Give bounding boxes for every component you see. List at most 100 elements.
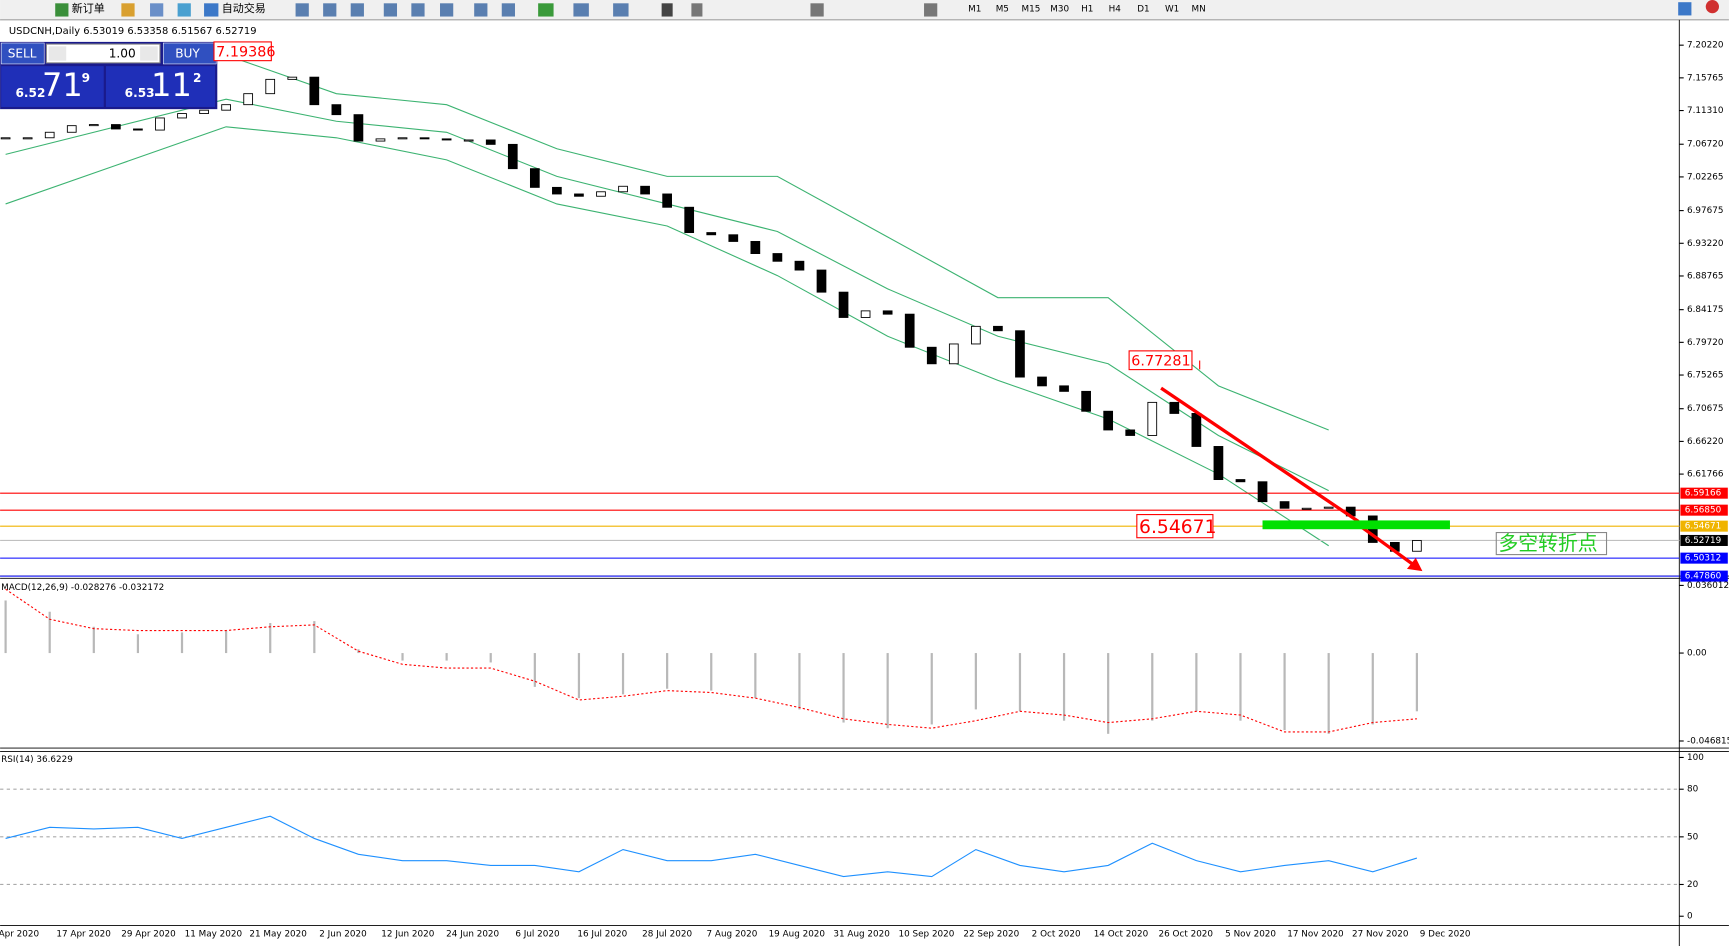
- search-icon[interactable]: [1678, 2, 1692, 16]
- candle: [0, 137, 11, 140]
- timeframe-bar: M1 M5 M15 M30 H1 H4 D1 W1 MN: [968, 4, 1206, 14]
- timeframe-button[interactable]: W1: [1165, 4, 1179, 14]
- toolbar-icon[interactable]: [613, 3, 629, 17]
- toolbar: [0, 0, 1729, 20]
- macd-bar: [798, 653, 801, 710]
- candle: [133, 128, 143, 131]
- candle: [640, 185, 650, 195]
- new-order-button[interactable]: 新订单: [72, 1, 105, 15]
- candle: [1081, 390, 1091, 412]
- y-tick-label: 7.15765: [1687, 73, 1723, 83]
- candle: [419, 137, 430, 140]
- candle: [507, 143, 518, 170]
- toolbar-icon[interactable]: [411, 3, 425, 17]
- candle: [684, 206, 695, 234]
- x-tick-label: 27 Nov 2020: [1352, 929, 1409, 939]
- volume-field[interactable]: [45, 43, 161, 64]
- x-tick-label: 19 Aug 2020: [769, 929, 826, 939]
- candle: [816, 269, 827, 293]
- sell-label[interactable]: SELL: [8, 47, 37, 61]
- arrow-head: [1406, 557, 1423, 572]
- timeframe-button[interactable]: H4: [1109, 4, 1122, 14]
- price-level-label: 6.50312: [1685, 554, 1721, 564]
- price-level-tag: [1680, 534, 1728, 546]
- candle: [1279, 501, 1290, 509]
- annotation-label: 6.77281: [1131, 353, 1190, 369]
- price-level-tag: [1680, 552, 1728, 564]
- timeframe-button[interactable]: MN: [1191, 4, 1205, 14]
- toolbar-icon[interactable]: [295, 3, 309, 17]
- macd-bar: [4, 600, 7, 654]
- annotation-box: [1128, 350, 1193, 371]
- macd-bar: [930, 653, 933, 725]
- price-level-label: 6.56850: [1685, 506, 1722, 516]
- x-tick-label: 9 Dec 2020: [1420, 929, 1471, 939]
- toolbar-icon[interactable]: [924, 3, 938, 17]
- price-level-tag: [1680, 570, 1728, 582]
- macd-bar: [666, 653, 669, 689]
- volume-up[interactable]: [140, 46, 158, 61]
- toolbar-icon[interactable]: [121, 3, 135, 17]
- macd-bar: [1239, 653, 1242, 721]
- timeframe-button[interactable]: H1: [1081, 4, 1093, 14]
- candle: [552, 186, 562, 195]
- timeframe-button[interactable]: M30: [1050, 4, 1069, 14]
- x-tick-label: 16 Jul 2020: [577, 929, 627, 939]
- rsi-line: [5, 815, 1418, 878]
- timeframe-button[interactable]: D1: [1137, 4, 1149, 14]
- toolbar-icon[interactable]: [383, 3, 398, 17]
- x-tick-label: 2 Jun 2020: [319, 929, 367, 939]
- ask-box[interactable]: [105, 66, 216, 107]
- sell-button[interactable]: [0, 42, 45, 65]
- toolbar-icon[interactable]: [177, 3, 191, 17]
- candle: [794, 260, 805, 271]
- candle: [44, 131, 55, 139]
- candle: [1125, 429, 1136, 436]
- trend-arrow: [1160, 386, 1360, 523]
- toolbar-icon[interactable]: [661, 3, 673, 17]
- y-tick-label: 50: [1687, 832, 1699, 842]
- toolbar-icon[interactable]: [474, 3, 488, 17]
- toolbar-icon[interactable]: [440, 3, 454, 17]
- candle: [838, 291, 849, 318]
- price-level-label: 6.52719: [1685, 536, 1721, 546]
- y-tick-label: 20: [1687, 880, 1699, 890]
- macd-bar: [48, 611, 51, 654]
- toolbar-icon[interactable]: [350, 3, 364, 17]
- candle: [1103, 410, 1114, 431]
- candle: [485, 139, 496, 145]
- toolbar-icon[interactable]: [810, 3, 824, 17]
- volume-value[interactable]: 1.00: [109, 47, 136, 61]
- timeframe-button[interactable]: M15: [1022, 4, 1041, 14]
- notification-badge[interactable]: [1705, 0, 1719, 14]
- toolbar-icon[interactable]: [691, 3, 703, 17]
- candle: [111, 124, 121, 130]
- y-tick-label: 6.66220: [1687, 437, 1724, 447]
- timeframe-button[interactable]: M5: [996, 4, 1009, 14]
- auto-trading-icon[interactable]: [204, 3, 219, 17]
- volume-down[interactable]: [48, 46, 67, 61]
- toolbar-icon[interactable]: [150, 3, 164, 17]
- toolbar-icon[interactable]: [501, 3, 515, 17]
- x-tick-label: 12 Jun 2020: [381, 929, 434, 939]
- bid-sup: 9: [82, 71, 90, 85]
- buy-label[interactable]: BUY: [175, 47, 200, 61]
- ask-big: 11: [151, 66, 192, 104]
- candle: [596, 191, 606, 197]
- timeframe-button[interactable]: M1: [968, 4, 981, 14]
- x-tick-label: 7 Aug 2020: [707, 929, 758, 939]
- bid-box[interactable]: [1, 66, 104, 107]
- candle: [728, 234, 739, 242]
- price-level-tag: [1680, 504, 1728, 516]
- new-order-icon[interactable]: [55, 3, 69, 17]
- candle: [860, 310, 871, 318]
- candle: [948, 343, 959, 365]
- toolbar-icon[interactable]: [573, 3, 589, 17]
- candle: [971, 325, 981, 345]
- macd-bar: [577, 653, 581, 699]
- toolbar-icon[interactable]: [538, 3, 554, 17]
- auto-trading-button[interactable]: 自动交易: [222, 1, 266, 15]
- y-tick-label: 6.61766: [1687, 470, 1724, 480]
- y-tick-label: 6.88765: [1687, 271, 1723, 281]
- toolbar-icon[interactable]: [323, 3, 337, 17]
